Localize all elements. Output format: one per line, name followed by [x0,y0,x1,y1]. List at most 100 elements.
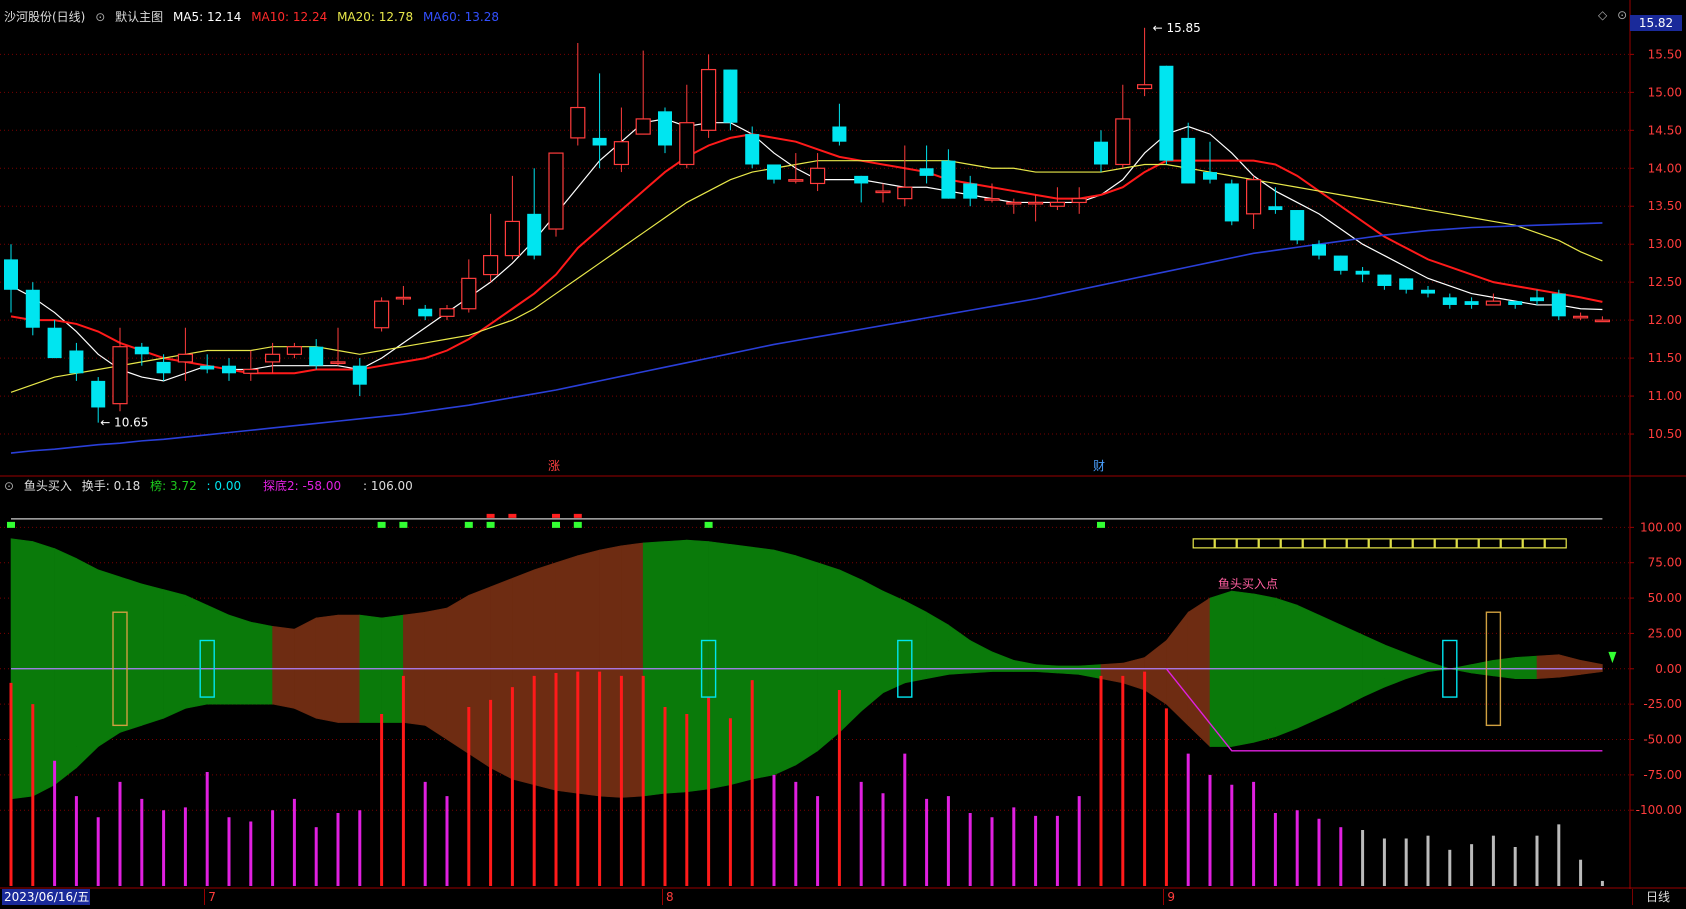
yellow-strip-cell [1390,538,1413,549]
indicator-band-segment [1384,644,1407,688]
indicator-band-segment [294,617,317,719]
period-button[interactable]: 日线 [1632,889,1683,905]
indicator-band-segment [54,548,77,786]
indicator-band-segment [424,607,448,741]
ma-line-ma10 [10,133,1603,375]
candle-body-up [461,277,477,310]
candle-body-down [1268,206,1283,211]
diamond-icon[interactable]: ◇ [1598,8,1608,22]
candle-body-down [941,160,956,199]
candle-body-down [1442,297,1457,305]
candle-body-down [1377,274,1392,286]
indicator-band-segment [1536,654,1560,680]
candle-body-up [1594,319,1611,323]
candle-body-up [265,353,281,363]
indicator-band-segment [1514,655,1538,679]
indicator-band-segment [1405,652,1429,680]
indicator-band-segment [1187,597,1211,748]
indicator-band-segment [119,576,143,733]
candle-body-down [1094,141,1108,165]
indicator-band-segment [1078,664,1102,680]
signal-marker [464,521,473,528]
yellow-strip-cell [1214,538,1237,549]
candle-body-down [1159,65,1174,161]
candle-body-down [963,183,978,199]
signal-box [1442,639,1458,698]
view-toggle-icon[interactable]: ⊙ [95,10,106,24]
candle-body-up [700,68,717,131]
indicator-header: ⊙ 鱼头买入 换手: 0.18 榜: 3.72 : 0.00 探底2: -58.… [4,477,419,494]
signal-marker-red [508,513,517,518]
signal-marker [704,521,713,528]
candle-body-up [548,152,564,230]
signal-box [700,639,717,698]
candle-body-down [309,346,324,366]
stock-title[interactable]: 沙河股份(日线) [4,10,86,24]
indicator-value-2: : 0.00 [206,479,242,493]
indicator-band-segment [773,549,797,776]
main-chart-header: 沙河股份(日线) ⊙ 默认主图 MA5: 12.14 MA10: 12.24 M… [4,8,505,25]
candle-body-down [4,259,18,290]
indicator-band-segment [468,586,491,769]
indicator-band-segment [1122,657,1145,691]
candle-body-up [1572,315,1589,319]
candle-body-up [439,308,455,317]
indicator-name[interactable]: 鱼头买入 [23,479,72,493]
indicator-band-segment [185,594,208,709]
low-price-label: ← 10.65 [100,416,148,430]
indicator-band-segment [76,557,99,769]
price-tick-label: 10.50 [1648,427,1682,441]
bottom-probe-line [1165,668,1603,752]
candle-body-up [635,118,651,135]
indicator-band-segment [533,562,557,791]
price-tick-label: 13.50 [1648,199,1682,213]
candle-body-down [1530,297,1544,302]
price-tick-label: 12.00 [1648,313,1682,327]
indicator-band-segment [1471,659,1494,677]
signal-marker [377,521,386,528]
indicator-band-segment [817,562,840,752]
signal-marker [486,521,495,528]
candle-body-down [418,308,433,317]
indicator-band-segment [948,624,971,675]
current-price-tag: 15.82 [1630,15,1682,31]
candle-body-up [330,361,346,364]
settings-icon[interactable]: ⊙ [1617,8,1628,22]
candle-body-down [767,164,781,180]
price-tick-label: 14.00 [1648,161,1682,175]
indicator-toggle-icon[interactable]: ⊙ [4,479,15,493]
candle-body-down [527,213,542,256]
signal-marker [399,521,408,528]
candle-body-down [723,69,738,123]
candle-body-down [1508,301,1523,305]
indicator-band-segment [969,640,993,674]
indicator-tick-label: 50.00 [1648,591,1682,605]
turnover-label: 换手: 0.18 [81,479,141,493]
candle-body-up [875,190,891,194]
candle-body-down [745,134,760,165]
ma-line-ma60 [10,222,1603,454]
candle-body-down [1464,301,1479,305]
yellow-strip-cell [1368,538,1391,549]
month-label: 7 [204,889,216,905]
price-tick-label: 11.00 [1648,389,1682,403]
indicator-band-segment [599,545,622,798]
view-label[interactable]: 默认主图 [115,10,164,24]
indicator-band-segment [555,555,579,794]
candle-body-up [1485,300,1502,306]
indicator-band-segment [1580,659,1603,675]
candle-body-down [592,137,607,146]
candle-body-up [177,353,193,363]
indicator-band-segment [250,621,273,705]
indicator-band-segment [512,569,535,786]
candle-body-down [1312,244,1326,256]
candle-body-down [352,365,367,385]
top-right-controls: ◇ ⊙ [1598,8,1633,22]
date-cursor-label: 2023/06/16/五 [2,889,90,905]
yellow-strip-cell [1302,538,1325,549]
signal-marker-red [486,513,495,518]
indicator-band-segment [1296,604,1320,729]
price-tick-label: 13.00 [1648,237,1682,251]
indicator-band-segment [664,539,688,794]
